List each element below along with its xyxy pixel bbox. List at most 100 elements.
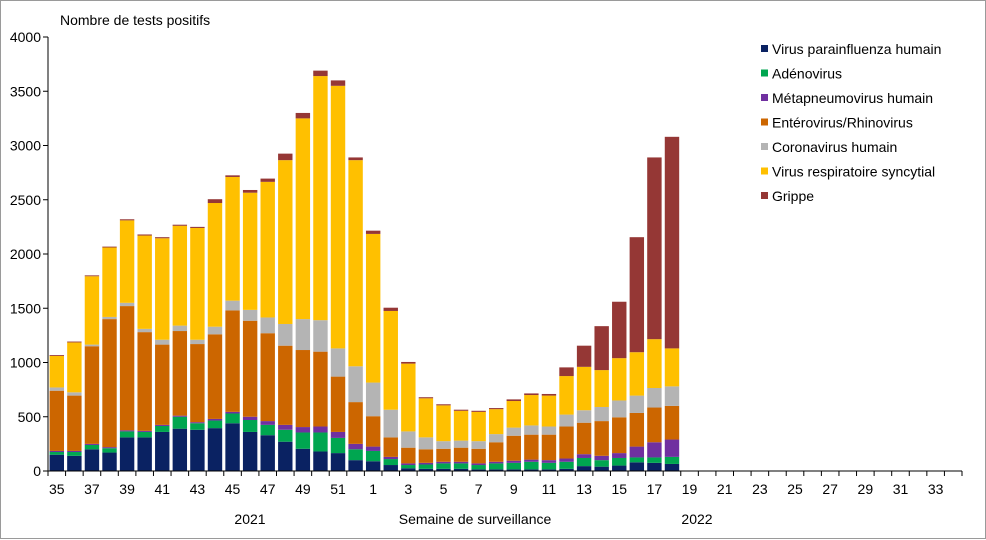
bar-segment <box>365 446 381 451</box>
bar-segment <box>489 461 504 464</box>
bar-segment <box>489 408 504 410</box>
bar-segment <box>190 423 205 430</box>
bar-segment <box>506 427 521 436</box>
bar-segment <box>119 219 135 221</box>
bar-segment <box>541 469 557 471</box>
bar-segment <box>664 386 680 406</box>
bar-segment <box>67 395 82 451</box>
bar-segment <box>330 376 346 432</box>
bar-segment <box>664 136 680 349</box>
bar-segment <box>260 333 275 422</box>
bar-segment <box>49 452 64 455</box>
bar-segment <box>524 393 539 396</box>
bar-segment <box>102 316 117 320</box>
bar-segment <box>418 437 434 450</box>
bar-segment <box>348 160 363 367</box>
bar-segment <box>524 459 539 462</box>
bar-segment <box>594 421 609 456</box>
bar-segment <box>365 461 381 471</box>
bar-segment <box>348 157 363 161</box>
bar-segment <box>102 247 117 317</box>
bar-segment <box>172 331 188 416</box>
x-tick-label: 1 <box>369 481 377 497</box>
bar-segment <box>576 410 592 423</box>
legend-label: Virus parainfluenza humain <box>772 41 941 57</box>
y-tick-label: 2500 <box>10 192 41 208</box>
bar-segment <box>541 434 557 461</box>
bar-segment <box>278 441 293 471</box>
y-tick-label: 0 <box>33 463 41 479</box>
bar-segment <box>242 431 258 471</box>
bar-segment <box>225 413 240 424</box>
bar-segment <box>629 462 645 471</box>
bar-segment <box>49 450 64 453</box>
bar-segment <box>594 455 609 461</box>
bar-segment <box>330 437 346 454</box>
bar-segment <box>207 203 223 327</box>
bar-segment <box>190 226 205 228</box>
bar-segment <box>49 355 64 388</box>
bar-segment <box>242 320 258 417</box>
bar-segment <box>84 449 100 471</box>
bar-segment <box>471 441 486 449</box>
bar-segment <box>172 224 188 226</box>
bar-segment <box>242 192 258 310</box>
bar-segment <box>313 451 328 471</box>
bar-segment <box>541 426 557 435</box>
bar-segment <box>278 424 293 430</box>
bar-segment <box>401 431 416 448</box>
bar-segment <box>172 415 188 417</box>
bar-segment <box>313 320 328 352</box>
bar-segment <box>629 457 645 463</box>
bar-segment <box>524 461 539 470</box>
bar-segment <box>102 452 117 471</box>
bar-segment <box>471 463 486 466</box>
bar-segment <box>629 412 645 447</box>
x-tick-label: 13 <box>576 481 592 497</box>
bar-segment <box>330 80 346 86</box>
bar-segment <box>559 376 574 415</box>
bar-segment <box>242 189 258 193</box>
bar-segment <box>524 395 539 426</box>
x-tick-label: 3 <box>404 481 412 497</box>
bar-segment <box>647 462 662 471</box>
x-axis-title: Semaine de surveillance <box>399 511 552 527</box>
bar-segment <box>260 424 275 436</box>
bar-segment <box>137 437 152 471</box>
bar-segment <box>401 468 416 471</box>
x-tick-label: 27 <box>822 481 838 497</box>
x-tick-label: 33 <box>928 481 944 497</box>
bar-segment <box>260 317 275 334</box>
bar-segment <box>576 454 592 458</box>
bar-segment <box>155 339 170 345</box>
bar-segment <box>225 176 240 301</box>
bar-segment <box>418 449 434 463</box>
bar-segment <box>471 411 486 442</box>
bar-segment <box>453 463 469 469</box>
bar-segment <box>524 425 539 435</box>
year-label-2022: 2022 <box>681 511 712 527</box>
bar-segment <box>137 430 152 432</box>
bar-segment <box>278 429 293 442</box>
bar-segment <box>524 434 539 460</box>
bar-segment <box>383 459 398 466</box>
x-tick-label: 7 <box>475 481 483 497</box>
x-tick-label: 15 <box>611 481 627 497</box>
bar-segment <box>647 442 662 458</box>
bar-segment <box>489 409 504 435</box>
bar-segment <box>489 469 504 471</box>
bar-segment <box>49 355 64 356</box>
bar-segment <box>594 466 609 471</box>
x-tick-label: 51 <box>330 481 346 497</box>
bar-segment <box>155 237 170 239</box>
legend-swatch <box>761 94 768 101</box>
x-tick-label: 5 <box>440 481 448 497</box>
bar-segment <box>207 199 223 204</box>
bar-segment <box>330 348 346 377</box>
bar-segment <box>190 339 205 345</box>
bar-segment <box>348 402 363 444</box>
bar-segment <box>365 233 381 383</box>
bar-segment <box>67 455 82 471</box>
bar-segment <box>155 344 170 425</box>
